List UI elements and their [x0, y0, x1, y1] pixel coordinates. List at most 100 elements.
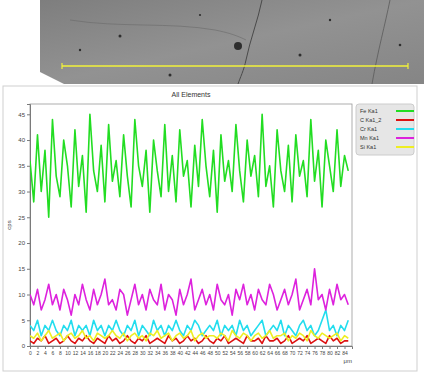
crack: [372, 0, 390, 84]
x-tick: 72: [297, 346, 303, 356]
x-tick-mark: [52, 346, 53, 349]
x-tick: 70: [290, 346, 296, 356]
x-tick: 4: [44, 346, 47, 356]
x-tick-label: 74: [305, 350, 311, 356]
crack: [238, 0, 262, 84]
x-tick-label: 62: [260, 350, 266, 356]
x-tick: 48: [207, 346, 213, 356]
y-tick-label: 15: [18, 266, 25, 272]
legend-item: Mn Ka1: [360, 135, 414, 141]
x-tick-mark: [322, 346, 323, 349]
x-tick: 62: [260, 346, 266, 356]
x-tick-mark: [112, 346, 113, 349]
x-tick-mark: [300, 346, 301, 349]
x-tick: 20: [103, 346, 109, 356]
x-tick: 0: [29, 346, 32, 356]
x-tick: 66: [275, 346, 281, 356]
x-tick: 74: [305, 346, 311, 356]
x-tick-mark: [75, 346, 76, 349]
x-tick-label: 66: [275, 350, 281, 356]
y-tick-label: 0: [22, 343, 26, 349]
x-tick-mark: [142, 346, 143, 349]
x-tick-label: 40: [177, 350, 183, 356]
y-tick-mark: [27, 217, 30, 218]
x-tick-label: 18: [95, 350, 101, 356]
x-tick-label: 22: [110, 350, 116, 356]
x-tick: 32: [148, 346, 154, 356]
y-tick-label: 5: [22, 318, 26, 324]
legend-swatch: [396, 137, 414, 139]
x-tick: 12: [73, 346, 79, 356]
x-tick-label: 16: [88, 350, 94, 356]
x-tick-mark: [45, 346, 46, 349]
x-tick-label: 12: [73, 350, 79, 356]
plot-frame: [30, 104, 352, 346]
y-axis: 051015202530354045: [18, 105, 30, 350]
x-tick-mark: [97, 346, 98, 349]
x-tick: 64: [267, 346, 273, 356]
x-tick: 28: [133, 346, 139, 356]
x-axis: 0246810121416182022242628303234363840424…: [29, 346, 352, 356]
y-tick: 35: [18, 163, 30, 169]
x-tick-mark: [37, 346, 38, 349]
x-tick-mark: [90, 346, 91, 349]
legend-item: Cr Ka1: [360, 126, 414, 132]
x-tick-label: 52: [222, 350, 228, 356]
y-tick-label: 30: [18, 189, 25, 195]
x-tick-label: 80: [327, 350, 333, 356]
x-tick-label: 36: [163, 350, 169, 356]
legend-label: Mn Ka1: [360, 135, 379, 141]
y-tick: 5: [22, 318, 30, 324]
y-tick-mark: [27, 346, 30, 347]
scan-line-end: [407, 63, 408, 69]
pore: [399, 44, 402, 47]
series-line: [30, 331, 348, 341]
x-tick-label: 44: [192, 350, 198, 356]
x-tick-mark: [165, 346, 166, 349]
x-tick-mark: [277, 346, 278, 349]
x-tick-label: 58: [245, 350, 251, 356]
x-tick: 40: [177, 346, 183, 356]
x-tick-label: 30: [140, 350, 146, 356]
x-tick-mark: [172, 346, 173, 349]
x-tick: 24: [118, 346, 124, 356]
legend-label: C Ka1_2: [360, 117, 381, 123]
x-tick-label: 84: [342, 350, 348, 356]
x-tick-mark: [255, 346, 256, 349]
x-tick-mark: [60, 346, 61, 349]
x-tick-label: 32: [148, 350, 154, 356]
x-tick-label: 72: [297, 350, 303, 356]
x-tick-label: 34: [155, 350, 161, 356]
x-tick-mark: [82, 346, 83, 349]
y-tick-mark: [27, 269, 30, 270]
x-tick-label: 28: [133, 350, 139, 356]
x-tick-label: 48: [207, 350, 213, 356]
x-tick: 58: [245, 346, 251, 356]
y-tick: 30: [18, 189, 30, 195]
x-tick-label: 82: [335, 350, 341, 356]
x-tick-label: 38: [170, 350, 176, 356]
y-tick-label: 10: [18, 292, 25, 298]
legend-item: Si Ka1: [360, 144, 414, 150]
pore: [199, 14, 201, 16]
x-tick-label: 26: [125, 350, 131, 356]
legend: Fe Ka1 C Ka1_2 Cr Ka1 Mn Ka1 Si Ka1: [356, 104, 414, 155]
y-axis-line: [27, 105, 31, 347]
x-tick: 42: [185, 346, 191, 356]
x-tick: 50: [215, 346, 221, 356]
x-tick-mark: [307, 346, 308, 349]
x-tick-mark: [240, 346, 241, 349]
y-tick-mark: [27, 166, 30, 167]
x-tick: 60: [252, 346, 258, 356]
scan-line-end: [61, 63, 62, 69]
x-tick-label: 8: [59, 350, 62, 356]
scan-line: [62, 65, 408, 66]
y-tick-mark: [27, 295, 30, 296]
x-tick: 68: [282, 346, 288, 356]
x-tick: 14: [80, 346, 86, 356]
y-tick: 20: [18, 240, 30, 246]
x-tick-mark: [330, 346, 331, 349]
legend-label: Fe Ka1: [360, 108, 378, 114]
x-tick-mark: [202, 346, 203, 349]
pore: [79, 49, 81, 51]
